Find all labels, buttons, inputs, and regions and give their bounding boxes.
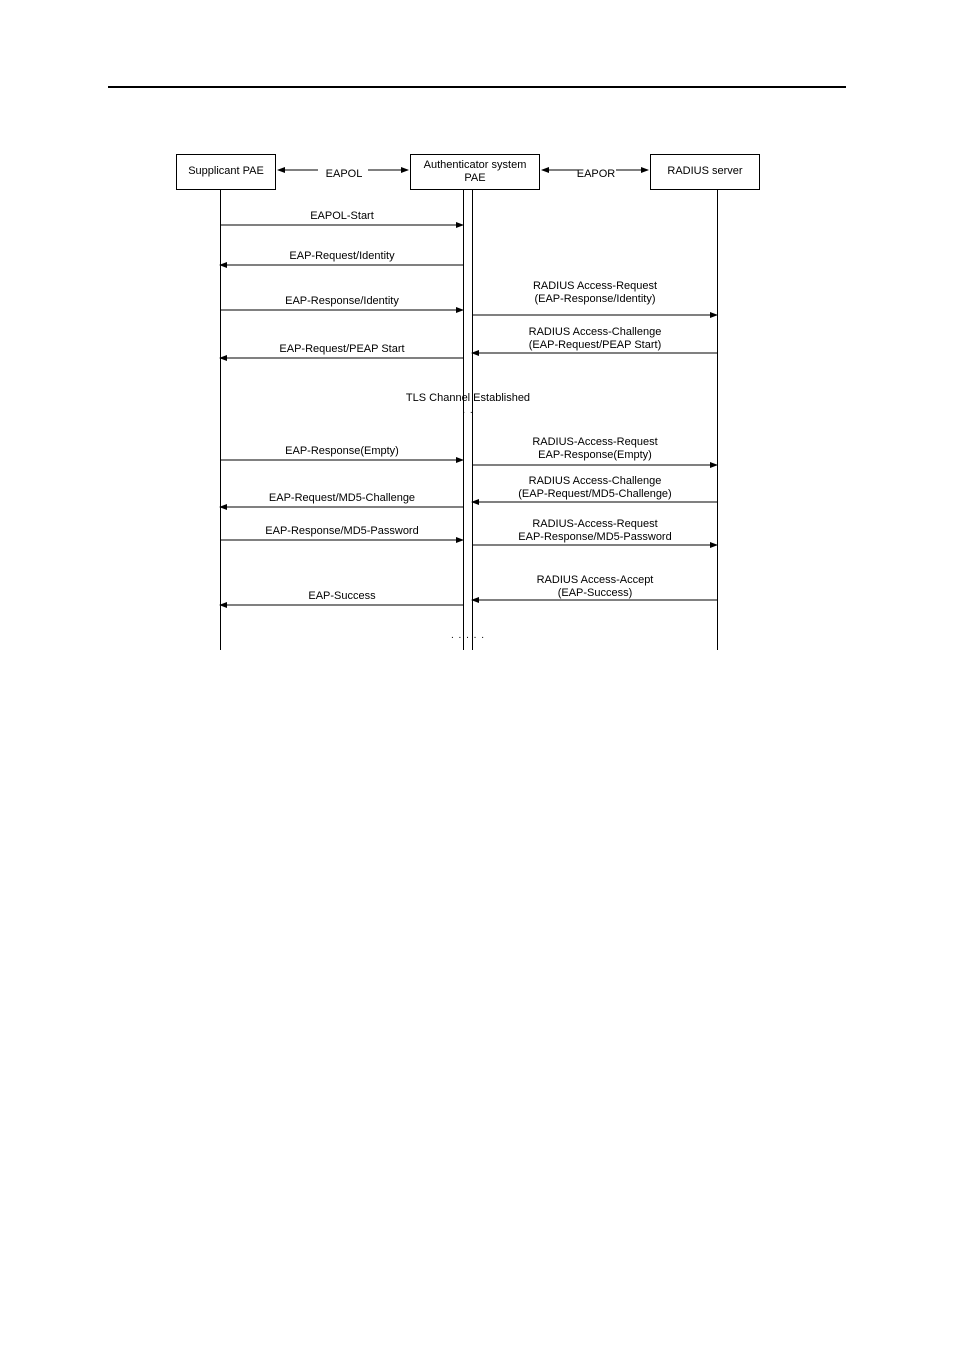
msg-label-m12: RADIUS-Access-Request EAP-Response/MD5-P… xyxy=(475,518,715,544)
page: Supplicant PAE Authenticator system PAE … xyxy=(0,0,954,1350)
msg-label-m14: EAP-Success xyxy=(222,590,462,603)
msg-label-m11: EAP-Response/MD5-Password xyxy=(222,525,462,538)
msg-label-m10: EAP-Request/MD5-Challenge xyxy=(222,492,462,505)
msg-label-m8: RADIUS-Access-Request EAP-Response(Empty… xyxy=(475,436,715,462)
msg-label-m7: EAP-Response(Empty) xyxy=(222,445,462,458)
top-divider xyxy=(108,86,846,88)
msg-label-m4: RADIUS Access-Request (EAP-Response/Iden… xyxy=(475,280,715,306)
msg-label-m3: EAP-Response/Identity xyxy=(222,295,462,308)
msg-label-m5: RADIUS Access-Challenge (EAP-Request/PEA… xyxy=(475,326,715,352)
msg-label-m9: RADIUS Access-Challenge (EAP-Request/MD5… xyxy=(475,475,715,501)
msg-label-m1: EAPOL-Start xyxy=(222,210,462,223)
sequence-diagram: Supplicant PAE Authenticator system PAE … xyxy=(170,140,770,670)
msg-label-m6: EAP-Request/PEAP Start xyxy=(222,343,462,356)
msg-label-m2: EAP-Request/Identity xyxy=(222,250,462,263)
msg-label-m13: RADIUS Access-Accept (EAP-Success) xyxy=(475,574,715,600)
